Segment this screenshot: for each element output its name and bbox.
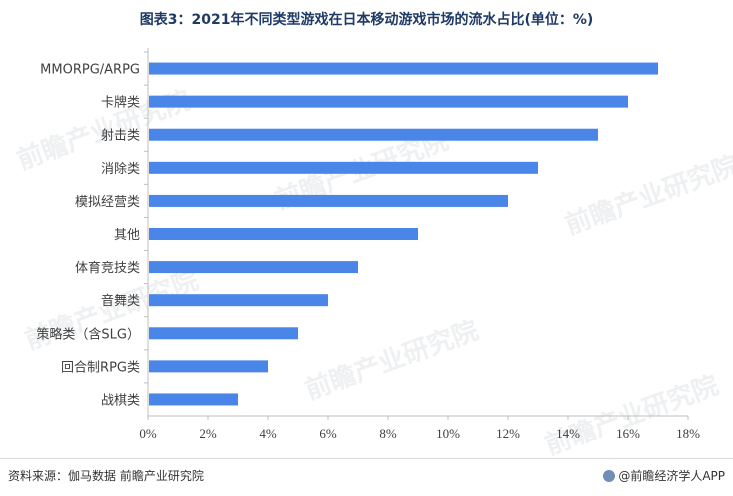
x-tick-label: 12% bbox=[496, 426, 520, 441]
x-tick-label: 2% bbox=[199, 426, 217, 441]
bar bbox=[149, 261, 358, 274]
bar bbox=[149, 327, 298, 340]
footer: 资料来源：伽马数据 前瞻产业研究院 @前瞻经济学人APP bbox=[0, 458, 733, 496]
category-label: 其他 bbox=[114, 228, 140, 243]
bar bbox=[149, 62, 658, 75]
x-tick-label: 14% bbox=[556, 426, 580, 441]
category-label: 模拟经营类 bbox=[75, 195, 140, 210]
bar bbox=[149, 161, 538, 174]
bar bbox=[149, 228, 418, 240]
chart-title: 图表3：2021年不同类型游戏在日本移动游戏市场的流水占比(单位：%) bbox=[139, 12, 594, 28]
category-label: 射击类 bbox=[101, 128, 140, 144]
category-label: 消除类 bbox=[101, 162, 140, 177]
x-tick-label: 8% bbox=[379, 426, 397, 441]
x-tick-label: 16% bbox=[616, 426, 640, 441]
source-note: 资料来源：伽马数据 前瞻产业研究院 bbox=[8, 469, 204, 483]
x-tick-label: 4% bbox=[259, 426, 277, 441]
brand-logo-icon bbox=[603, 470, 616, 482]
x-tick-label: 10% bbox=[436, 426, 460, 441]
bar bbox=[149, 95, 628, 108]
x-tick-label: 0% bbox=[139, 426, 157, 441]
x-tick-label: 6% bbox=[319, 426, 337, 441]
bar bbox=[149, 194, 508, 207]
category-label: 音舞类 bbox=[101, 293, 140, 309]
category-label: 回合制RPG类 bbox=[61, 360, 140, 375]
x-tick-label: 18% bbox=[676, 426, 700, 441]
brand-label: @前瞻经济学人APP bbox=[603, 467, 725, 484]
bar-chart: MMORPG/ARPG 卡牌类射击类消除类模拟经营类其他体育竞技类音舞类策略类（含… bbox=[36, 48, 700, 441]
category-label: 卡牌类 bbox=[101, 95, 140, 111]
category-label: 策略类（含SLG） bbox=[36, 326, 140, 342]
bar bbox=[149, 393, 238, 406]
bar bbox=[149, 128, 598, 141]
category-label: 体育竞技类 bbox=[75, 260, 140, 276]
category-label: MMORPG/ARPG bbox=[40, 63, 140, 78]
bar bbox=[149, 294, 328, 307]
brand-text: @前瞻经济学人APP bbox=[618, 469, 725, 483]
bar bbox=[149, 360, 268, 373]
category-label: 战棋类 bbox=[101, 393, 140, 408]
